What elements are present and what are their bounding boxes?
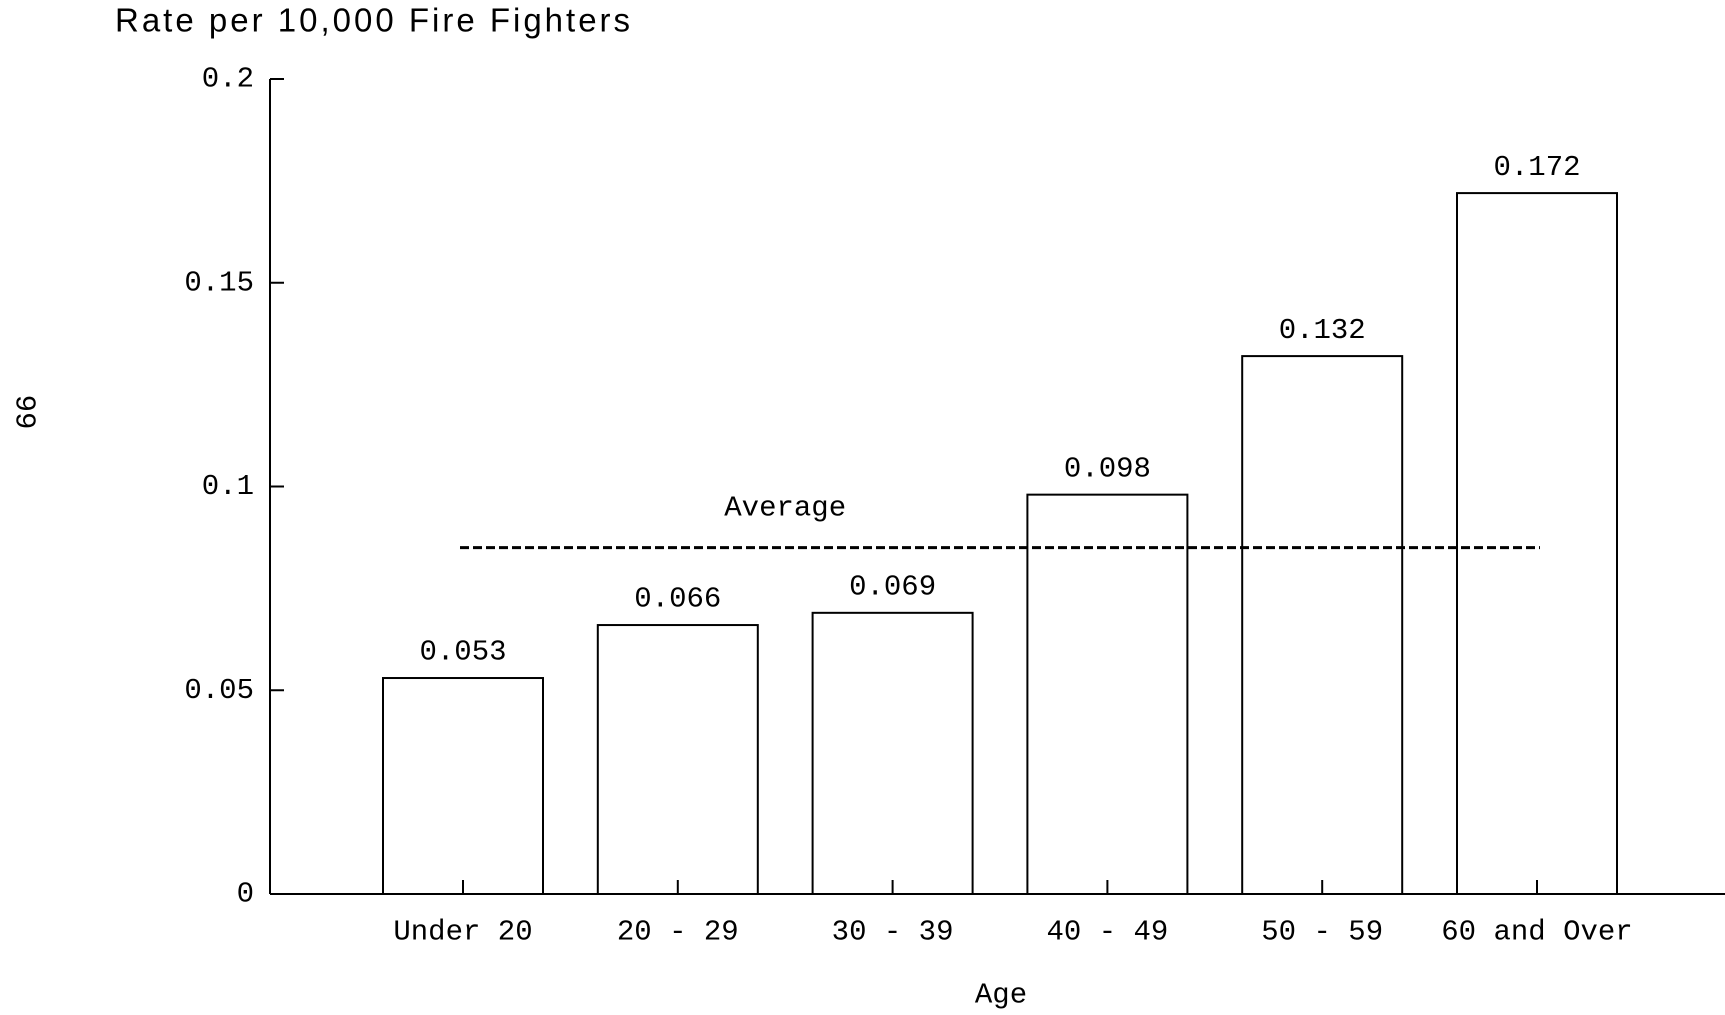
bar: [1026, 493, 1189, 895]
value-label: 0.066: [634, 583, 721, 616]
bar: [596, 624, 759, 895]
y-tick-label: 0.05: [184, 674, 254, 707]
x-tick-label: 30 - 39: [832, 916, 954, 949]
value-label: 0.132: [1279, 314, 1366, 347]
value-label: 0.098: [1064, 452, 1151, 485]
x-tick-label: Under 20: [393, 916, 532, 949]
page-number: 99: [7, 395, 40, 430]
bar: [382, 677, 544, 896]
bar: [1456, 192, 1618, 896]
x-tick-label: 60 and Over: [1441, 916, 1632, 949]
x-tick-label: 20 - 29: [617, 916, 739, 949]
x-tick-label: 40 - 49: [1046, 916, 1168, 949]
y-tick-label: 0.15: [184, 266, 254, 299]
bar: [811, 611, 974, 895]
x-tick-label: 50 - 59: [1261, 916, 1383, 949]
y-tick-label: 0.1: [202, 470, 254, 503]
value-label: 0.172: [1493, 151, 1580, 184]
value-label: 0.053: [419, 636, 506, 669]
y-tick-label: 0.2: [202, 63, 254, 96]
chart-title: Rate per 10,000 Fire Fighters: [115, 2, 633, 39]
value-label: 0.069: [849, 570, 936, 603]
average-label: Average: [724, 491, 846, 524]
y-tick-label: 0: [237, 878, 254, 911]
x-axis-label: Age: [975, 979, 1027, 1012]
bar: [1241, 355, 1404, 896]
